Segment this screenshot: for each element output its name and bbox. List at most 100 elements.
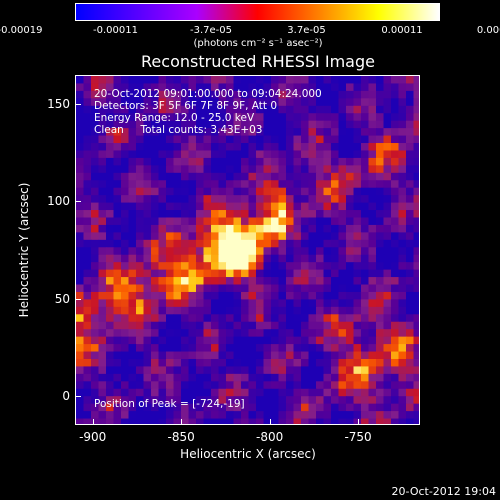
heatmap-cell <box>196 187 205 196</box>
heatmap-cell <box>301 150 310 159</box>
heatmap-cell <box>91 329 100 338</box>
heatmap-cell <box>391 217 400 226</box>
heatmap-cell <box>271 202 280 211</box>
heatmap-cell <box>346 143 355 152</box>
heatmap-cell <box>308 418 317 424</box>
heatmap-cell <box>323 366 332 375</box>
heatmap-cell <box>233 269 242 278</box>
heatmap-cell <box>398 90 407 99</box>
y-tick-label: 50 <box>54 291 70 306</box>
heatmap-cell <box>91 150 100 159</box>
heatmap-cell <box>301 113 310 122</box>
heatmap-cell <box>308 217 317 226</box>
heatmap-cell <box>263 143 272 152</box>
heatmap-cell <box>241 291 250 301</box>
heatmap-cell <box>338 269 347 278</box>
heatmap-cell <box>248 98 257 107</box>
heatmap-cell <box>271 113 280 122</box>
heatmap-cell <box>98 135 107 144</box>
heatmap-cell <box>166 306 175 315</box>
heatmap-cell <box>338 232 347 241</box>
heatmap-cell <box>331 396 340 405</box>
heatmap-cell <box>233 210 242 219</box>
heatmap-cell <box>278 403 287 412</box>
heatmap-cell <box>263 105 272 114</box>
heatmap-cell <box>286 299 295 308</box>
heatmap-cell <box>406 336 415 345</box>
heatmap-cell <box>338 254 347 263</box>
heatmap-cell <box>406 277 415 286</box>
heatmap-cell <box>218 291 227 301</box>
heatmap-cell <box>158 232 167 241</box>
heatmap-cell <box>346 105 355 114</box>
heatmap-cell <box>286 172 295 181</box>
heatmap-cell <box>323 143 332 152</box>
heatmap-cell <box>218 314 227 323</box>
heatmap-cell <box>263 336 272 345</box>
heatmap-cell <box>151 239 160 248</box>
heatmap-cell <box>353 157 362 166</box>
heatmap-cell <box>406 83 415 92</box>
heatmap-cell <box>248 254 257 263</box>
heatmap-cell <box>181 396 190 405</box>
heatmap-cell <box>211 291 220 301</box>
heatmap-cell <box>203 90 212 99</box>
heatmap-cell <box>151 411 160 420</box>
heatmap-cell <box>158 150 167 159</box>
heatmap-cell <box>286 113 295 122</box>
heatmap-cell <box>398 321 407 330</box>
heatmap-cell <box>173 336 182 345</box>
heatmap-cell <box>331 180 340 189</box>
heatmap-cell <box>226 195 235 204</box>
heatmap-cell <box>241 232 250 241</box>
heatmap-cell <box>241 165 250 174</box>
heatmap-cell <box>98 411 107 420</box>
heatmap-cell <box>286 195 295 204</box>
heatmap-cell <box>113 202 122 211</box>
heatmap-cell <box>301 143 310 152</box>
heatmap-cell <box>98 269 107 278</box>
heatmap-cell <box>256 262 265 271</box>
heatmap-cell <box>203 217 212 226</box>
heatmap-cell <box>368 284 377 293</box>
heatmap-cell <box>218 128 227 137</box>
heatmap-cell <box>248 143 257 152</box>
heatmap-cell <box>248 202 257 211</box>
heatmap-cell <box>91 247 100 256</box>
heatmap-cell <box>188 411 197 420</box>
heatmap-cell <box>293 403 302 412</box>
heatmap-cell <box>346 314 355 323</box>
heatmap-cell <box>398 262 407 271</box>
heatmap-cell <box>233 321 242 330</box>
heatmap-cell <box>128 98 137 107</box>
heatmap-cell <box>83 120 92 129</box>
heatmap-cell <box>316 299 325 308</box>
heatmap-cell <box>136 210 145 219</box>
heatmap-cell <box>218 396 227 405</box>
heatmap-cell <box>241 254 250 263</box>
heatmap-cell <box>248 388 257 397</box>
heatmap-cell <box>376 373 385 382</box>
heatmap-cell <box>196 314 205 323</box>
heatmap-cell <box>331 306 340 315</box>
heatmap-cell <box>383 306 392 315</box>
heatmap-cell <box>173 120 182 129</box>
heatmap-cell <box>383 239 392 248</box>
heatmap-cell <box>398 232 407 241</box>
heatmap-cell <box>338 180 347 189</box>
heatmap-cell <box>196 105 205 114</box>
heatmap-cell <box>218 143 227 152</box>
heatmap-cell <box>83 224 92 233</box>
heatmap-cell <box>331 128 340 137</box>
heatmap-cell <box>368 202 377 211</box>
heatmap-cell <box>181 83 190 92</box>
heatmap-cell <box>286 217 295 226</box>
heatmap-cell <box>136 195 145 204</box>
heatmap-cell <box>278 98 287 107</box>
heatmap-cell <box>293 195 302 204</box>
heatmap-cell <box>83 277 92 286</box>
heatmap-cell <box>353 351 362 360</box>
heatmap-cell <box>151 202 160 211</box>
heatmap-cell <box>301 105 310 114</box>
heatmap-cell <box>286 373 295 382</box>
